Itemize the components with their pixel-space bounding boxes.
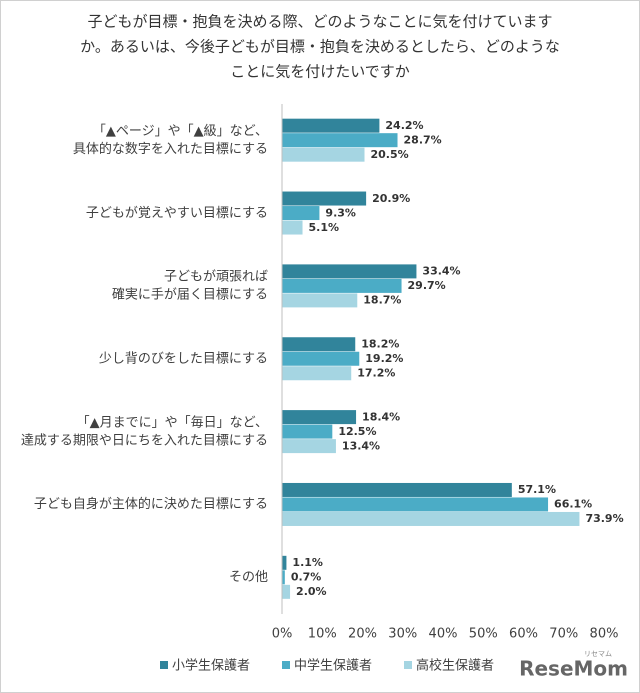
legend-label: 小学生保護者 <box>172 658 250 674</box>
legend-label: 中学生保護者 <box>294 658 372 674</box>
bar <box>282 191 367 206</box>
value-label: 12.5% <box>338 425 376 438</box>
value-label: 5.1% <box>309 221 340 234</box>
bar <box>282 337 356 352</box>
x-tick-label: 60% <box>509 627 538 642</box>
legend-label: 高校生保護者 <box>416 658 494 674</box>
y-tick-label: 達成する期限や日にちを入れた目標にする <box>21 433 268 448</box>
value-label: 18.4% <box>362 410 400 423</box>
value-label: 20.5% <box>371 148 409 161</box>
value-label: 33.4% <box>422 265 460 278</box>
y-tick-label: 子ども自身が主体的に決めた目標にする <box>34 496 268 512</box>
x-tick-label: 80% <box>590 627 619 642</box>
bar <box>282 133 398 148</box>
y-tick-label: 「▲月までに」や「毎日」など、 <box>77 414 268 430</box>
value-label: 29.7% <box>408 279 446 292</box>
legend-marker <box>404 661 412 669</box>
bar <box>282 147 365 162</box>
value-label: 2.0% <box>296 585 327 598</box>
value-label: 73.9% <box>585 512 623 525</box>
x-tick-label: 50% <box>469 627 498 642</box>
x-tick-label: 0% <box>272 627 293 642</box>
bar <box>282 410 357 425</box>
value-label: 66.1% <box>554 498 592 511</box>
legend-marker <box>160 661 168 669</box>
value-label: 18.7% <box>363 294 401 307</box>
x-tick-label: 30% <box>388 627 417 642</box>
logo: ReseMom <box>519 657 628 681</box>
bar <box>282 278 402 293</box>
value-label: 28.7% <box>404 133 442 146</box>
x-tick-label: 70% <box>549 627 578 642</box>
value-label: 1.1% <box>292 556 323 569</box>
value-label: 19.2% <box>365 352 403 365</box>
bar <box>282 220 303 235</box>
logo-sub: リセマム <box>584 650 612 658</box>
value-label: 24.2% <box>385 119 423 132</box>
legend-marker <box>282 661 290 669</box>
y-tick-label: 子どもが頑張れば <box>164 270 268 285</box>
bar <box>282 497 549 512</box>
bar <box>282 293 358 308</box>
y-tick-label: 確実に手が届く目標にする <box>112 287 268 303</box>
bar <box>282 439 336 454</box>
y-tick-label: 「▲ページ」や「▲級」など、 <box>93 124 268 139</box>
value-label: 17.2% <box>357 367 395 380</box>
value-label: 9.3% <box>325 206 356 219</box>
chart-title: ことに気を付けたいですか <box>230 63 410 81</box>
chart-title: 子どもが目標・抱負を決める際、どのようなことに気を付けています <box>87 13 552 31</box>
bar <box>282 584 291 599</box>
bar <box>282 424 333 439</box>
bar <box>282 264 417 279</box>
chart-title: か。あるいは、今後子どもが目標・抱負を決めるとしたら、どのような <box>80 38 560 56</box>
bar <box>282 570 285 585</box>
value-label: 57.1% <box>518 483 556 496</box>
y-tick-label: 子どもが覚えやすい目標にする <box>86 206 268 221</box>
bar <box>282 511 580 526</box>
value-label: 18.2% <box>361 338 399 351</box>
bar <box>282 118 380 133</box>
x-tick-label: 20% <box>348 627 377 642</box>
bar <box>282 555 287 570</box>
bar <box>282 206 320 221</box>
bar <box>282 351 360 366</box>
bar <box>282 482 512 497</box>
x-tick-label: 10% <box>308 627 337 642</box>
y-tick-label: 具体的な数字を入れた目標にする <box>73 141 268 157</box>
y-tick-label: 少し背のびをした目標にする <box>99 352 268 367</box>
value-label: 13.4% <box>342 439 380 452</box>
bar <box>282 366 352 381</box>
x-tick-label: 40% <box>429 627 458 642</box>
y-tick-label: その他 <box>229 570 268 585</box>
value-label: 0.7% <box>291 571 322 584</box>
value-label: 20.9% <box>372 192 410 205</box>
